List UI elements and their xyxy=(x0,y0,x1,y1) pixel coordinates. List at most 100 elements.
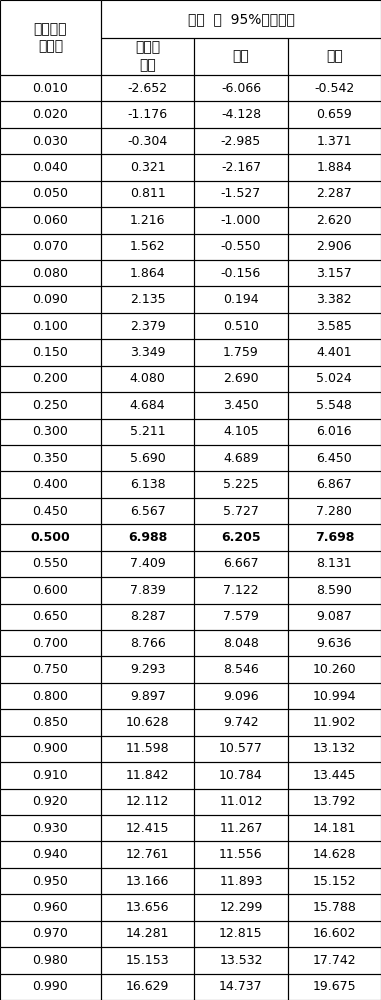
Text: 5.225: 5.225 xyxy=(223,478,259,491)
Text: 上限: 上限 xyxy=(326,49,343,63)
Text: 0.030: 0.030 xyxy=(32,135,69,148)
Text: 1.884: 1.884 xyxy=(317,161,352,174)
Text: 6.138: 6.138 xyxy=(130,478,165,491)
Text: 11.842: 11.842 xyxy=(126,769,170,782)
Text: 6.450: 6.450 xyxy=(317,452,352,465)
Text: 0.700: 0.700 xyxy=(32,637,69,650)
Text: 0.811: 0.811 xyxy=(130,187,165,200)
Text: 5.727: 5.727 xyxy=(223,505,259,518)
Text: 5.024: 5.024 xyxy=(317,372,352,385)
Text: 12.815: 12.815 xyxy=(219,927,263,940)
Text: 8.766: 8.766 xyxy=(130,637,165,650)
Text: 0.321: 0.321 xyxy=(130,161,165,174)
Text: 2.135: 2.135 xyxy=(130,293,165,306)
Text: 5.548: 5.548 xyxy=(316,399,352,412)
Text: 3.450: 3.450 xyxy=(223,399,259,412)
Text: 0.510: 0.510 xyxy=(223,320,259,333)
Text: 12.761: 12.761 xyxy=(126,848,170,861)
Text: 14.628: 14.628 xyxy=(312,848,356,861)
Text: 0.940: 0.940 xyxy=(33,848,68,861)
Text: 0.020: 0.020 xyxy=(32,108,69,121)
Text: 10.260: 10.260 xyxy=(312,663,356,676)
Text: 11.893: 11.893 xyxy=(219,875,263,888)
Text: -0.550: -0.550 xyxy=(221,240,261,253)
Text: 14.181: 14.181 xyxy=(312,822,356,835)
Text: 0.659: 0.659 xyxy=(317,108,352,121)
Text: 7.409: 7.409 xyxy=(130,557,165,570)
Text: 11.012: 11.012 xyxy=(219,795,263,808)
Text: 10.994: 10.994 xyxy=(312,690,356,703)
Text: 0.070: 0.070 xyxy=(32,240,69,253)
Text: 7.698: 7.698 xyxy=(315,531,354,544)
Text: 9.742: 9.742 xyxy=(223,716,259,729)
Text: 11.902: 11.902 xyxy=(312,716,356,729)
Text: 2.379: 2.379 xyxy=(130,320,165,333)
Text: 时间  的  95%置信限度: 时间 的 95%置信限度 xyxy=(187,12,295,26)
Text: 6.016: 6.016 xyxy=(317,425,352,438)
Text: 15.153: 15.153 xyxy=(126,954,170,967)
Text: 0.980: 0.980 xyxy=(32,954,69,967)
Text: -1.176: -1.176 xyxy=(128,108,168,121)
Text: 0.800: 0.800 xyxy=(32,690,69,703)
Text: 8.590: 8.590 xyxy=(316,584,352,597)
Text: 5.690: 5.690 xyxy=(130,452,165,465)
Text: 0.450: 0.450 xyxy=(32,505,69,518)
Text: 3.382: 3.382 xyxy=(317,293,352,306)
Text: 0.250: 0.250 xyxy=(32,399,69,412)
Text: 3.349: 3.349 xyxy=(130,346,165,359)
Text: 0.990: 0.990 xyxy=(33,980,68,993)
Text: 4.080: 4.080 xyxy=(130,372,166,385)
Text: 6.988: 6.988 xyxy=(128,531,167,544)
Text: 1.562: 1.562 xyxy=(130,240,165,253)
Text: -2.167: -2.167 xyxy=(221,161,261,174)
Text: 7.122: 7.122 xyxy=(223,584,259,597)
Text: 16.629: 16.629 xyxy=(126,980,169,993)
Text: 8.048: 8.048 xyxy=(223,637,259,650)
Text: -0.156: -0.156 xyxy=(221,267,261,280)
Text: 11.598: 11.598 xyxy=(126,742,170,755)
Text: 11.267: 11.267 xyxy=(219,822,263,835)
Text: 9.293: 9.293 xyxy=(130,663,165,676)
Text: 4.689: 4.689 xyxy=(223,452,259,465)
Text: 1.371: 1.371 xyxy=(317,135,352,148)
Text: 11.556: 11.556 xyxy=(219,848,263,861)
Text: 3.157: 3.157 xyxy=(317,267,352,280)
Text: 13.166: 13.166 xyxy=(126,875,169,888)
Text: 9.096: 9.096 xyxy=(223,690,259,703)
Text: 13.132: 13.132 xyxy=(313,742,356,755)
Text: -1.527: -1.527 xyxy=(221,187,261,200)
Text: 5.211: 5.211 xyxy=(130,425,165,438)
Text: 19.675: 19.675 xyxy=(312,980,356,993)
Text: 15.152: 15.152 xyxy=(312,875,356,888)
Text: 4.105: 4.105 xyxy=(223,425,259,438)
Text: 9.636: 9.636 xyxy=(317,637,352,650)
Text: -0.542: -0.542 xyxy=(314,82,354,95)
Text: 3.585: 3.585 xyxy=(316,320,352,333)
Text: 0.200: 0.200 xyxy=(32,372,69,385)
Text: 14.737: 14.737 xyxy=(219,980,263,993)
Text: 0.040: 0.040 xyxy=(32,161,69,174)
Text: 13.532: 13.532 xyxy=(219,954,263,967)
Text: 0.350: 0.350 xyxy=(32,452,69,465)
Text: 0.300: 0.300 xyxy=(32,425,69,438)
Text: 6.867: 6.867 xyxy=(317,478,352,491)
Text: 0.850: 0.850 xyxy=(32,716,69,729)
Text: 9.087: 9.087 xyxy=(316,610,352,623)
Text: 13.445: 13.445 xyxy=(312,769,356,782)
Text: 10.784: 10.784 xyxy=(219,769,263,782)
Text: 0.750: 0.750 xyxy=(32,663,69,676)
Text: 0.900: 0.900 xyxy=(32,742,69,755)
Text: -6.066: -6.066 xyxy=(221,82,261,95)
Text: 0.930: 0.930 xyxy=(33,822,68,835)
Text: 0.090: 0.090 xyxy=(32,293,69,306)
Text: 0.010: 0.010 xyxy=(32,82,69,95)
Text: 1.864: 1.864 xyxy=(130,267,165,280)
Text: 6.667: 6.667 xyxy=(223,557,259,570)
Text: 4.684: 4.684 xyxy=(130,399,165,412)
Text: 1.759: 1.759 xyxy=(223,346,259,359)
Text: 2.287: 2.287 xyxy=(317,187,352,200)
Text: 8.546: 8.546 xyxy=(223,663,259,676)
Text: 14.281: 14.281 xyxy=(126,927,170,940)
Text: 12.299: 12.299 xyxy=(219,901,263,914)
Text: 0.500: 0.500 xyxy=(30,531,70,544)
